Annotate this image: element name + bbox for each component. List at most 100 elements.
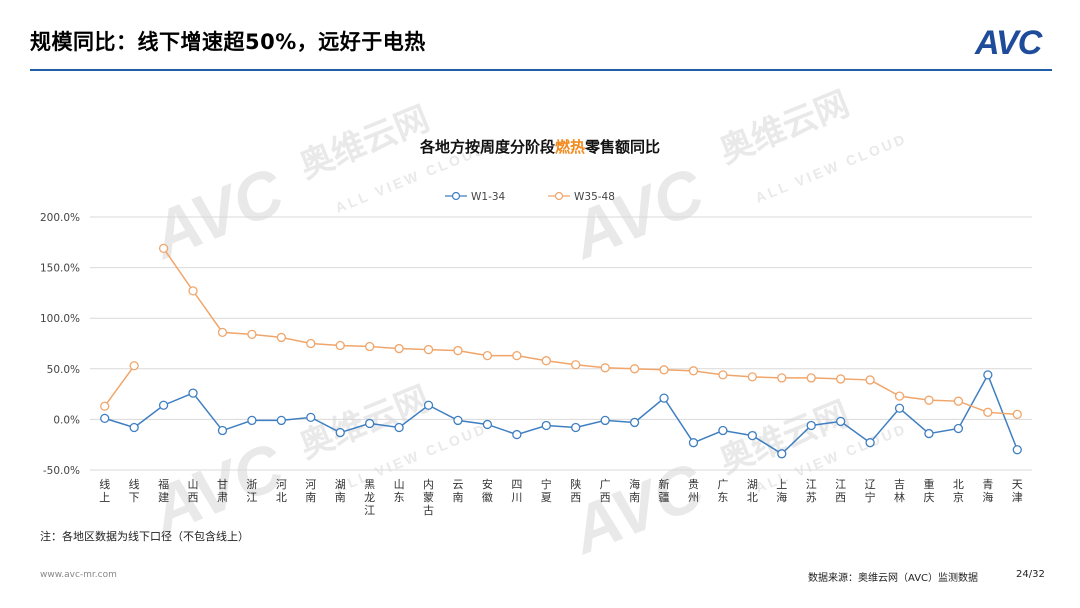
w1-34-point bbox=[365, 418, 375, 429]
w35-48-line bbox=[162, 247, 1018, 416]
w1-34-point bbox=[335, 427, 345, 438]
slide-title: 规模同比：线下增速超50%，远好于电热 bbox=[30, 30, 426, 54]
w35-48-point bbox=[541, 356, 551, 366]
w35-48-point bbox=[365, 341, 375, 352]
x-tick-label: 江苏 bbox=[806, 478, 817, 504]
w35-48-point bbox=[512, 350, 522, 361]
w35-48-point bbox=[777, 373, 787, 383]
w1-34-point bbox=[482, 419, 493, 430]
w1-34-point bbox=[394, 422, 404, 433]
website-link[interactable]: www.avc-mr.com bbox=[40, 570, 117, 580]
x-tick-label: 四川 bbox=[511, 478, 522, 504]
x-tick-label: 浙江 bbox=[246, 478, 257, 504]
x-tick-label: 贵州 bbox=[688, 478, 699, 504]
w1-34-point bbox=[777, 449, 787, 459]
w35-48-point bbox=[836, 374, 846, 384]
w35-48-point bbox=[247, 329, 257, 340]
y-tick-label: 200.0% bbox=[40, 212, 80, 224]
w1-34-point bbox=[806, 420, 816, 431]
w1-34-point bbox=[747, 430, 757, 441]
legend-marker bbox=[451, 191, 461, 201]
w1-34-point bbox=[600, 415, 610, 426]
w1-34-point bbox=[924, 428, 934, 439]
w35-48-point bbox=[482, 350, 493, 361]
x-tick-label: 线下 bbox=[129, 477, 140, 504]
w1-34-point bbox=[217, 425, 228, 436]
x-tick-label: 黑龙江 bbox=[364, 478, 375, 517]
w1-34-point bbox=[512, 429, 522, 440]
w35-48-point bbox=[983, 407, 993, 417]
w1-34-point bbox=[718, 425, 728, 436]
w1-34-point bbox=[100, 413, 110, 424]
x-tick-label: 宁夏 bbox=[541, 477, 552, 504]
chart-title: 各地方按周度分阶段燃热零售额同比 bbox=[419, 138, 660, 156]
w35-48-point bbox=[158, 243, 169, 254]
w1-34-point bbox=[1012, 445, 1022, 455]
y-tick-label: -50.0% bbox=[43, 465, 80, 477]
x-tick-label: 广东 bbox=[717, 478, 728, 504]
w35-48-point bbox=[394, 343, 404, 354]
x-tick-label: 吉林 bbox=[894, 478, 905, 504]
x-tick-label: 安徽 bbox=[482, 477, 493, 504]
legend-label: W1-34 bbox=[471, 191, 506, 203]
x-tick-label: 上海 bbox=[776, 478, 787, 504]
w1-34-point bbox=[953, 423, 964, 434]
x-tick-label: 辽宁 bbox=[865, 478, 876, 504]
y-tick-label: 0.0% bbox=[53, 414, 80, 426]
w1-34-point bbox=[629, 417, 640, 428]
x-tick-label: 江西 bbox=[835, 478, 846, 504]
w35-48-point bbox=[718, 370, 728, 380]
w1-34-point bbox=[983, 370, 993, 380]
x-tick-label: 河南 bbox=[305, 478, 316, 504]
w35-48-point bbox=[659, 365, 669, 375]
w1-34-point bbox=[836, 416, 846, 427]
x-tick-label: 线上 bbox=[99, 477, 110, 504]
data-source: 数据来源：奥维云网（AVC）监测数据 bbox=[808, 573, 979, 584]
x-tick-label: 内蒙古 bbox=[423, 477, 434, 517]
y-tick-label: 150.0% bbox=[40, 263, 80, 275]
w1-34-point bbox=[158, 400, 169, 410]
w1-34-point bbox=[865, 438, 875, 448]
w35-48-point bbox=[276, 332, 286, 343]
title-divider bbox=[30, 69, 1052, 71]
w1-34-point bbox=[306, 412, 316, 423]
footnote: 注：各地区数据为线下口径（不包含线上） bbox=[40, 530, 249, 543]
w1-34-point bbox=[129, 422, 139, 433]
x-tick-label: 海南 bbox=[629, 477, 640, 504]
y-tick-label: 50.0% bbox=[47, 364, 80, 376]
w35-48-point bbox=[100, 401, 110, 411]
legend-label: W35-48 bbox=[574, 191, 615, 203]
x-tick-label: 重庆 bbox=[923, 477, 934, 504]
w1-34-point bbox=[453, 415, 463, 426]
w35-48-point bbox=[806, 373, 816, 383]
w35-48-point bbox=[894, 391, 905, 401]
x-tick-label: 湖南 bbox=[335, 478, 346, 504]
w1-34-point bbox=[894, 403, 905, 413]
w35-48-point bbox=[629, 364, 640, 374]
w1-34-line bbox=[104, 373, 1018, 455]
w1-34-point bbox=[276, 415, 286, 426]
w35-48-point bbox=[953, 396, 964, 406]
x-tick-label: 湖北 bbox=[747, 478, 758, 504]
page-number: 24/32 bbox=[1016, 569, 1045, 580]
x-tick-label: 青海 bbox=[982, 478, 993, 504]
x-tick-label: 天津 bbox=[1012, 478, 1023, 504]
x-tick-label: 山东 bbox=[394, 478, 405, 504]
w1-34-point bbox=[659, 393, 669, 403]
w35-48-line bbox=[104, 365, 135, 407]
w35-48-point bbox=[129, 361, 139, 371]
w35-48-point bbox=[335, 340, 345, 351]
w1-34-point bbox=[247, 415, 257, 426]
w1-34-point bbox=[571, 422, 581, 433]
w1-34-point bbox=[541, 420, 551, 431]
w35-48-point bbox=[306, 338, 316, 349]
avc-logo: AVC bbox=[975, 26, 1042, 60]
x-tick-label: 新疆 bbox=[659, 477, 670, 504]
x-tick-label: 福建 bbox=[158, 477, 169, 504]
x-tick-label: 云南 bbox=[452, 478, 463, 504]
x-tick-label: 甘肃 bbox=[217, 478, 228, 504]
x-tick-label: 广西 bbox=[600, 478, 611, 504]
legend-marker bbox=[554, 191, 564, 201]
w35-48-point bbox=[865, 375, 875, 385]
